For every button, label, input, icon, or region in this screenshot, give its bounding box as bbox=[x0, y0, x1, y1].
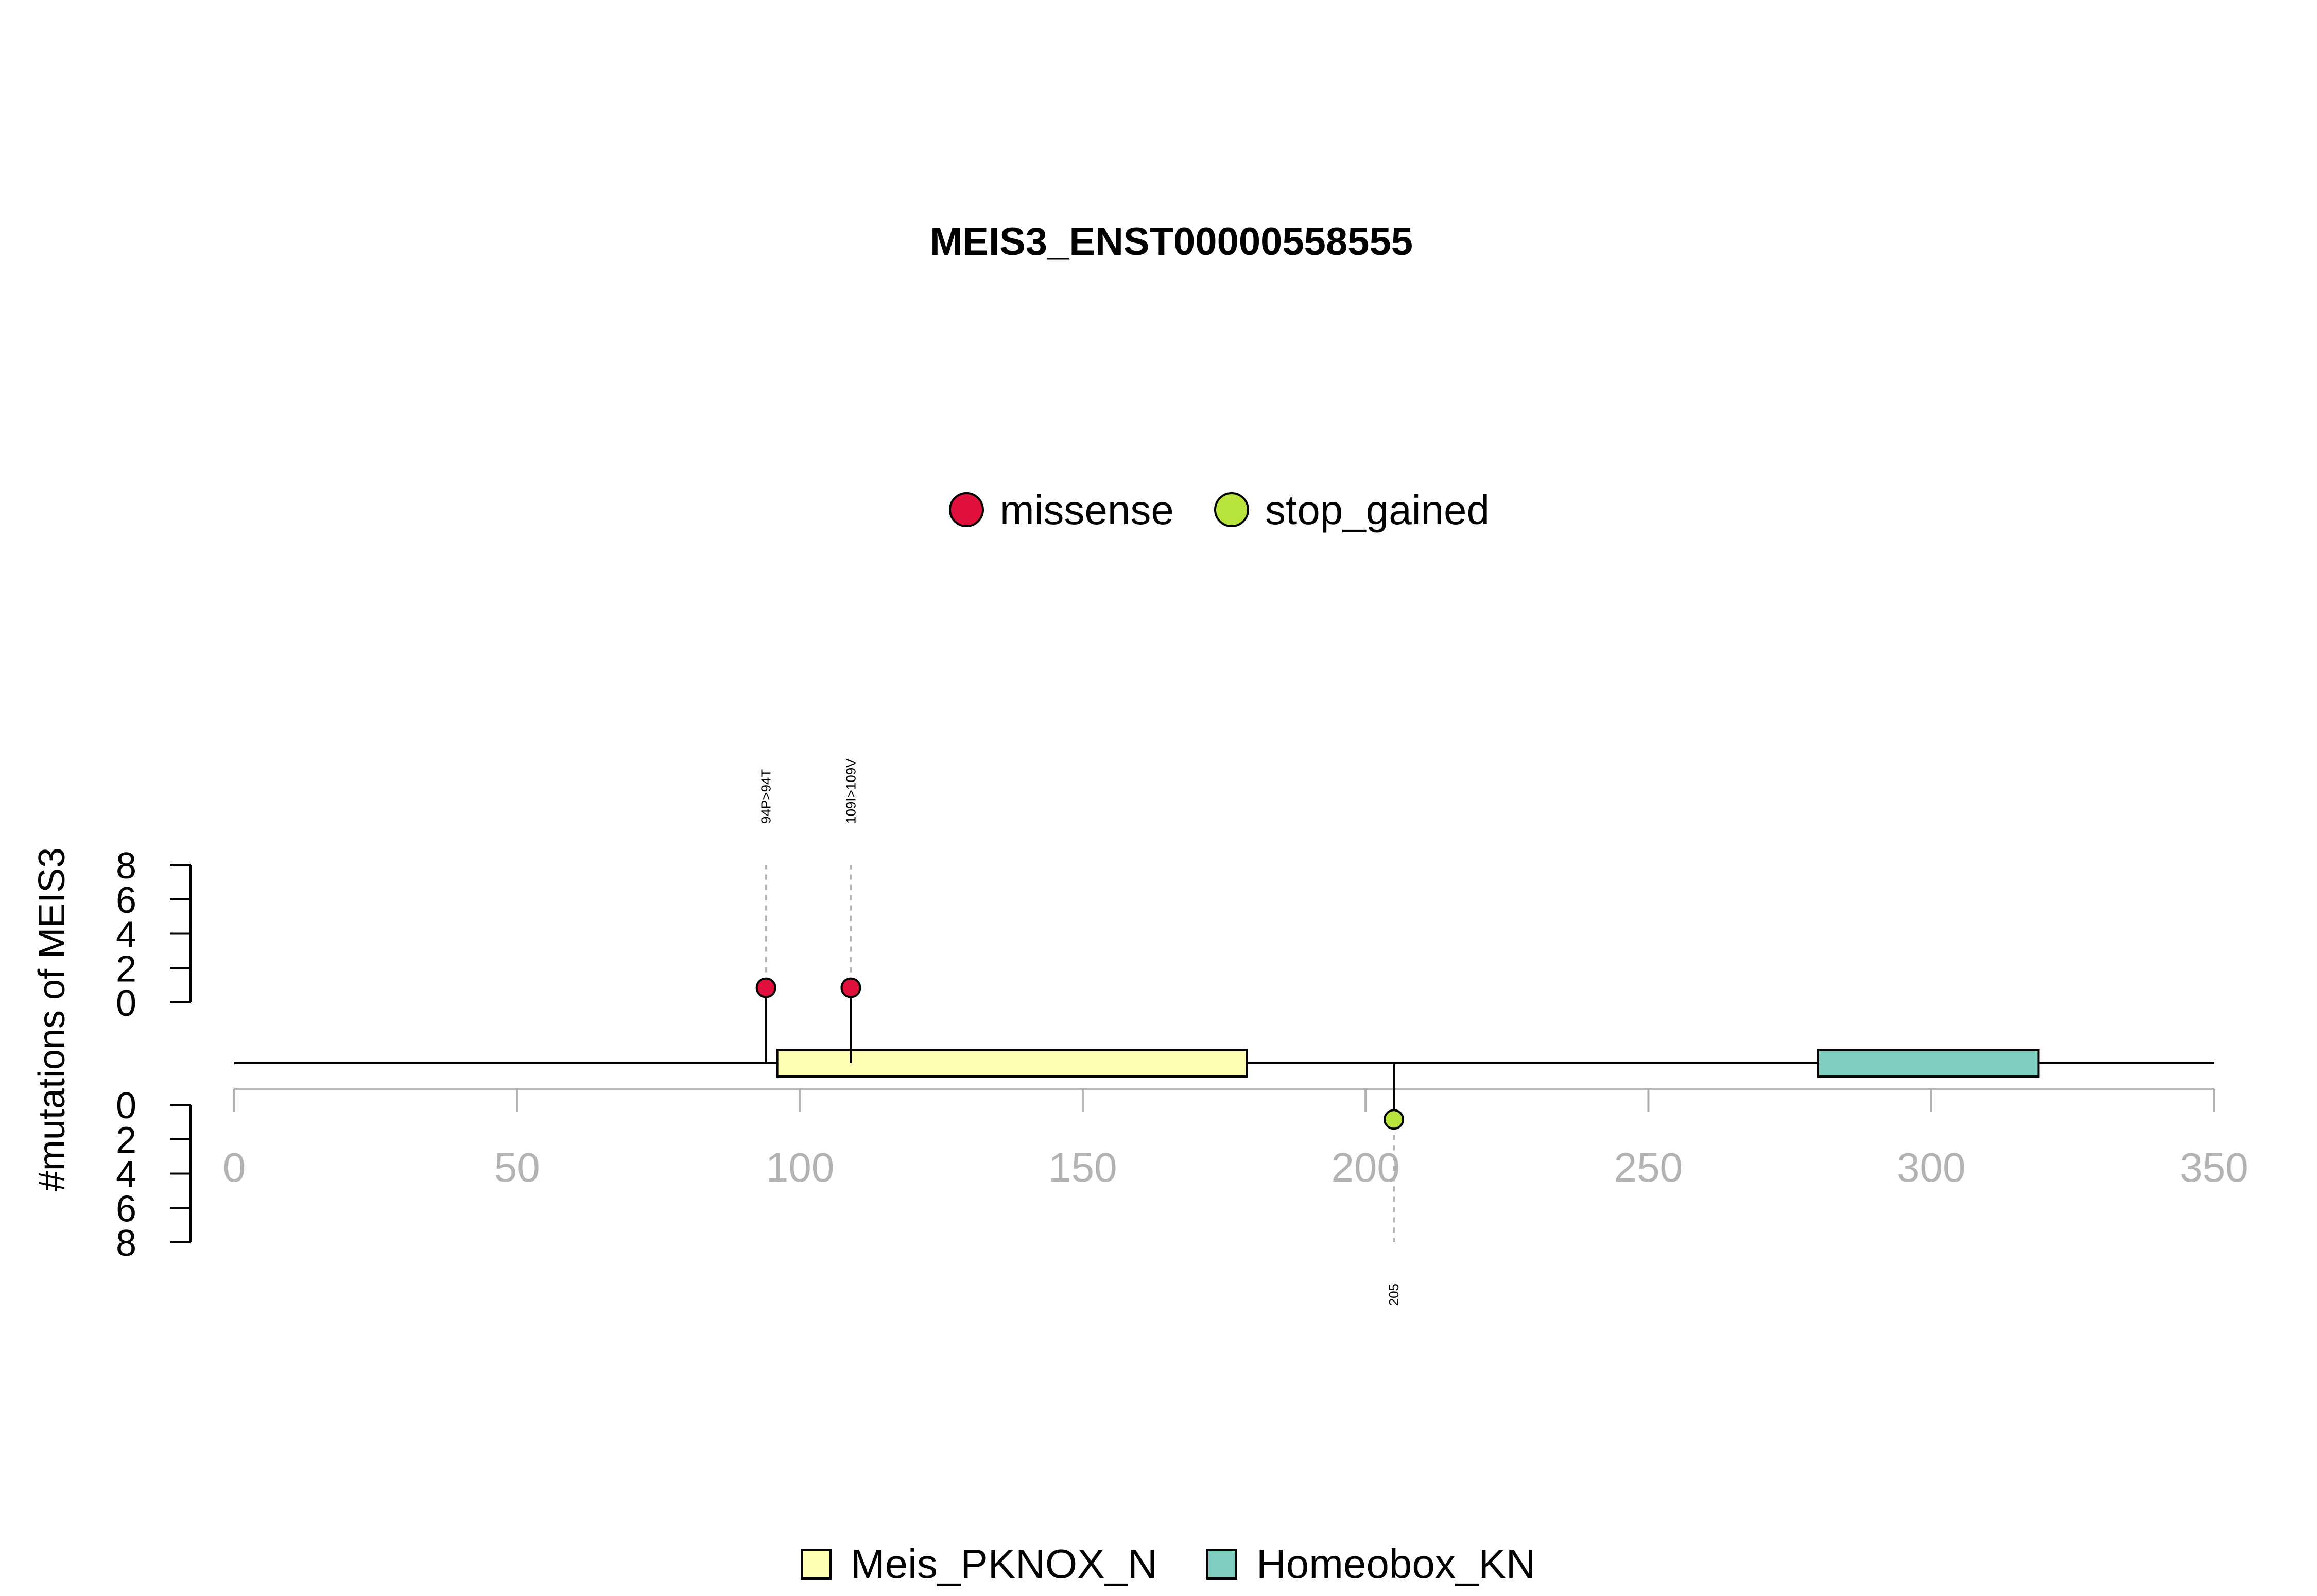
y-axis-label: #mutations of MEIS3 bbox=[31, 847, 73, 1191]
mutation-label: 205 bbox=[1386, 1283, 1402, 1306]
x-tick-label: 100 bbox=[766, 1144, 834, 1190]
legend-label-stop_gained: stop_gained bbox=[1265, 487, 1490, 533]
y-tick-label-top: 2 bbox=[116, 948, 136, 990]
protein-domains bbox=[776, 1049, 2040, 1078]
legend-marker-missense bbox=[949, 492, 984, 527]
chart-title: MEIS3_ENST00000558555 bbox=[930, 220, 1413, 264]
mutation-label: 94P>94T bbox=[758, 769, 774, 824]
x-tick-label: 0 bbox=[223, 1144, 246, 1190]
lollipop-head-missense bbox=[755, 977, 776, 998]
legend-marker-stop_gained bbox=[1214, 492, 1249, 527]
mutation-lollipops: 94P>94T 109I>109V 205 bbox=[755, 758, 1405, 1306]
y-tick-label-bottom: 4 bbox=[116, 1154, 136, 1195]
legend-swatch-Meis_PKNOX_N bbox=[801, 1549, 832, 1580]
x-axis: 0 50 100 150 200 250 300 350 bbox=[223, 1088, 2249, 1190]
x-tick-label: 250 bbox=[1614, 1144, 1683, 1190]
y-tick-label-top: 6 bbox=[116, 880, 136, 921]
domain-Homeobox_KN bbox=[1817, 1049, 2040, 1078]
y-tick-label-bottom: 0 bbox=[116, 1085, 136, 1126]
legend-label-Meis_PKNOX_N: Meis_PKNOX_N bbox=[851, 1541, 1157, 1587]
y-tick-label-bottom: 2 bbox=[116, 1120, 136, 1161]
y-tick-label-top: 4 bbox=[116, 914, 136, 956]
x-tick-label: 350 bbox=[2180, 1144, 2248, 1190]
domain-legend: Meis_PKNOX_N Homeobox_KN bbox=[801, 1541, 1536, 1587]
lollipop-head-missense bbox=[840, 977, 861, 998]
mutation-type-legend: missense stop_gained bbox=[949, 487, 1490, 533]
y-tick-label-bottom: 8 bbox=[116, 1223, 136, 1264]
legend-swatch-Homeobox_KN bbox=[1206, 1549, 1237, 1580]
domain-Meis_PKNOX_N bbox=[776, 1049, 1248, 1078]
y-tick-label-bottom: 6 bbox=[116, 1188, 136, 1229]
mutation-label: 109I>109V bbox=[843, 758, 858, 824]
lollipop-head-stop_gained bbox=[1384, 1109, 1405, 1130]
legend-label-Homeobox_KN: Homeobox_KN bbox=[1256, 1541, 1536, 1587]
x-tick-label: 50 bbox=[494, 1144, 540, 1190]
x-tick-label: 200 bbox=[1331, 1144, 1399, 1190]
x-tick-label: 300 bbox=[1897, 1144, 1965, 1190]
y-tick-label-top: 0 bbox=[116, 983, 136, 1024]
x-tick-label: 150 bbox=[1048, 1144, 1117, 1190]
y-tick-label-top: 8 bbox=[116, 845, 136, 887]
legend-label-missense: missense bbox=[1000, 487, 1174, 533]
